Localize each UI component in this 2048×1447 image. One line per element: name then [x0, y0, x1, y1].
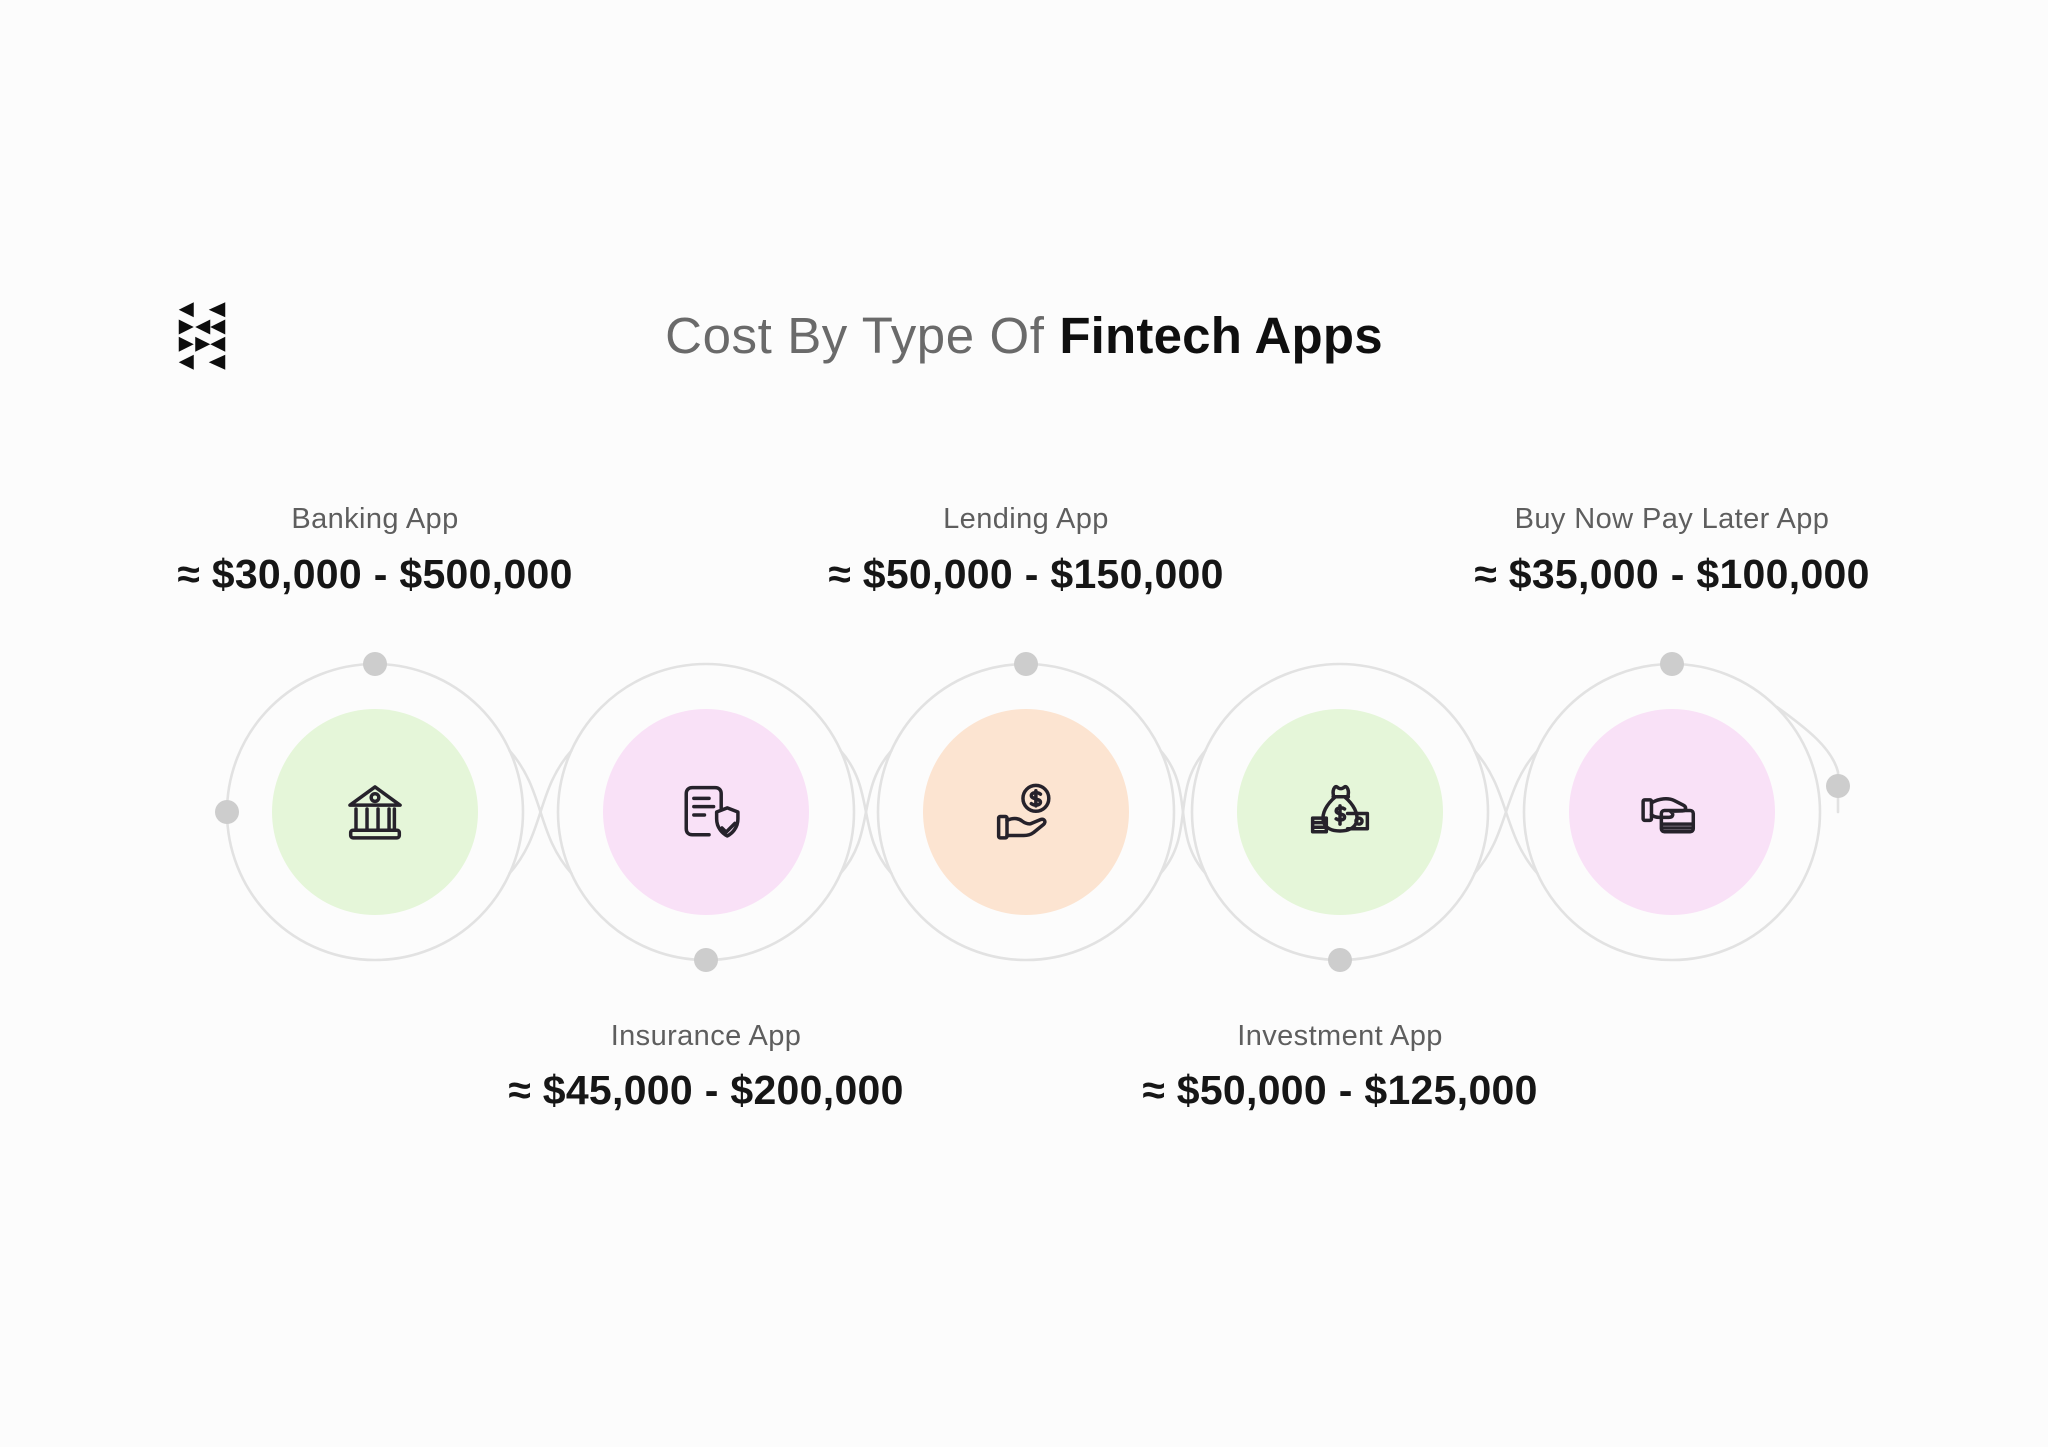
page-title-highlight: Fintech Apps	[1059, 307, 1383, 364]
page-title: Cost By Type Of Fintech Apps	[0, 306, 2048, 366]
brand-logo	[178, 302, 226, 370]
page-title-prefix: Cost By Type Of	[665, 307, 1060, 364]
